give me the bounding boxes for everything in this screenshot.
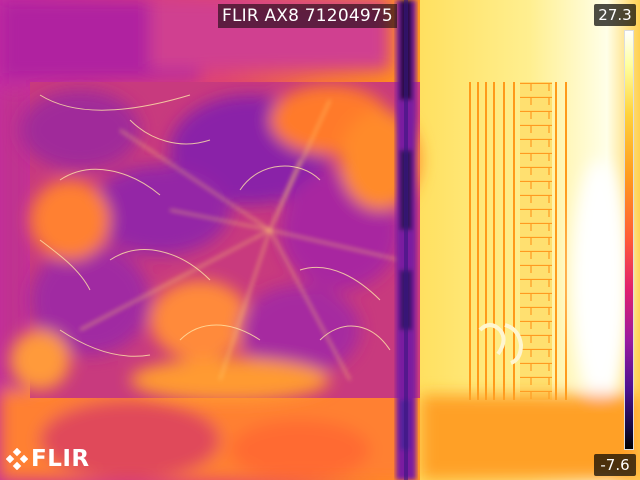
camera-label: FLIR AX8 71204975 <box>218 4 397 28</box>
flir-logo: FLIR <box>6 444 90 474</box>
temperature-scale-bar <box>624 30 634 450</box>
flir-logo-text: FLIR <box>31 446 90 472</box>
scale-max-value: 27.3 <box>594 4 636 26</box>
scale-min-value: -7.6 <box>594 454 636 476</box>
flir-diamond-icon <box>6 448 28 470</box>
